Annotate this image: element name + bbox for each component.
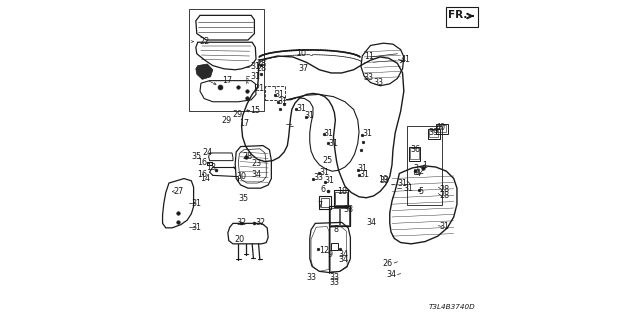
Bar bbox=[330, 208, 339, 225]
Text: 34: 34 bbox=[251, 170, 261, 179]
Text: 16: 16 bbox=[197, 170, 207, 179]
Text: 34: 34 bbox=[366, 218, 376, 227]
Text: 28: 28 bbox=[439, 185, 449, 194]
Bar bbox=[319, 196, 331, 209]
Text: 21: 21 bbox=[255, 84, 265, 93]
Text: 2: 2 bbox=[419, 167, 424, 176]
Bar bbox=[407, 126, 442, 205]
Text: FR.: FR. bbox=[448, 10, 467, 20]
Text: 31: 31 bbox=[275, 90, 285, 99]
Bar bbox=[415, 169, 417, 174]
Text: 17: 17 bbox=[239, 119, 250, 128]
Bar bbox=[334, 190, 348, 207]
Bar bbox=[189, 9, 264, 111]
Text: 12: 12 bbox=[319, 246, 329, 255]
Text: 33: 33 bbox=[306, 273, 316, 282]
Text: 37: 37 bbox=[298, 64, 308, 73]
Text: 28: 28 bbox=[439, 191, 449, 200]
Text: 33: 33 bbox=[380, 176, 390, 185]
Bar bbox=[340, 208, 349, 225]
Text: 31: 31 bbox=[319, 168, 330, 177]
Text: 3: 3 bbox=[413, 164, 419, 173]
Text: 1: 1 bbox=[422, 161, 427, 170]
Bar bbox=[265, 86, 285, 100]
Text: 32: 32 bbox=[236, 218, 246, 227]
Text: 28: 28 bbox=[256, 64, 266, 73]
Text: 33: 33 bbox=[329, 278, 339, 287]
Text: 17: 17 bbox=[222, 76, 232, 84]
Bar bbox=[436, 124, 448, 134]
Text: 31: 31 bbox=[439, 222, 449, 231]
Bar bbox=[321, 198, 329, 207]
Text: 31: 31 bbox=[328, 139, 338, 148]
Text: 33: 33 bbox=[373, 78, 383, 87]
Bar bbox=[429, 130, 438, 137]
Text: 31: 31 bbox=[305, 111, 315, 120]
Bar bbox=[447, 7, 477, 27]
Text: 35: 35 bbox=[191, 152, 202, 161]
Bar bbox=[428, 129, 440, 139]
Text: 11: 11 bbox=[364, 52, 374, 60]
Text: 28: 28 bbox=[256, 59, 266, 68]
Text: 26: 26 bbox=[383, 259, 393, 268]
Text: 31: 31 bbox=[404, 184, 414, 193]
Text: 31: 31 bbox=[296, 104, 306, 113]
Bar bbox=[329, 206, 349, 226]
Text: 41: 41 bbox=[401, 55, 411, 64]
Text: 9: 9 bbox=[327, 250, 332, 259]
Text: 31: 31 bbox=[278, 97, 288, 106]
Text: 19: 19 bbox=[378, 175, 388, 184]
Text: 29: 29 bbox=[232, 110, 243, 119]
Text: 27: 27 bbox=[173, 187, 184, 196]
Text: 6: 6 bbox=[321, 185, 326, 194]
Bar bbox=[332, 243, 339, 250]
Text: 38: 38 bbox=[343, 205, 353, 214]
Text: 13: 13 bbox=[206, 163, 216, 172]
Text: 31: 31 bbox=[250, 62, 260, 71]
Text: 33: 33 bbox=[329, 273, 339, 282]
Text: T3L4B3740D: T3L4B3740D bbox=[428, 304, 475, 310]
Text: 31: 31 bbox=[358, 164, 368, 173]
Text: 20: 20 bbox=[234, 235, 244, 244]
Text: 35: 35 bbox=[239, 194, 248, 203]
Text: 34: 34 bbox=[386, 270, 396, 279]
Text: 32: 32 bbox=[255, 218, 266, 227]
Text: 34: 34 bbox=[339, 250, 349, 259]
Text: 40: 40 bbox=[436, 123, 446, 132]
Text: 18: 18 bbox=[338, 187, 348, 196]
Text: 31: 31 bbox=[397, 180, 408, 188]
Polygon shape bbox=[196, 64, 212, 79]
Text: 34: 34 bbox=[339, 255, 349, 264]
Text: 33: 33 bbox=[364, 73, 374, 82]
Text: 4: 4 bbox=[415, 169, 420, 178]
Text: 8: 8 bbox=[333, 225, 339, 234]
Text: 5: 5 bbox=[419, 187, 424, 196]
Text: 24: 24 bbox=[203, 148, 212, 156]
Bar bbox=[335, 192, 347, 205]
Text: 31: 31 bbox=[362, 129, 372, 138]
Text: 31: 31 bbox=[191, 223, 202, 232]
Text: 22: 22 bbox=[199, 37, 210, 46]
Text: 36: 36 bbox=[410, 145, 420, 154]
Text: 31: 31 bbox=[250, 72, 260, 81]
Text: 28: 28 bbox=[243, 152, 253, 161]
Bar bbox=[437, 125, 446, 132]
Text: 10: 10 bbox=[296, 49, 306, 58]
Text: 14: 14 bbox=[200, 174, 211, 183]
Bar bbox=[409, 147, 420, 161]
Text: 30: 30 bbox=[236, 172, 246, 181]
Text: 39: 39 bbox=[428, 128, 438, 137]
Bar bbox=[410, 148, 419, 159]
Text: 31: 31 bbox=[325, 176, 335, 185]
Text: 15: 15 bbox=[250, 106, 260, 115]
Text: 7: 7 bbox=[317, 201, 323, 210]
Text: 29: 29 bbox=[222, 116, 232, 125]
Text: 25: 25 bbox=[323, 156, 333, 165]
Text: 31: 31 bbox=[191, 199, 202, 208]
Text: 31: 31 bbox=[359, 170, 369, 179]
Text: 23: 23 bbox=[251, 159, 261, 168]
Text: 33: 33 bbox=[313, 173, 323, 182]
Text: 31: 31 bbox=[324, 129, 334, 138]
Text: 16: 16 bbox=[197, 158, 207, 167]
